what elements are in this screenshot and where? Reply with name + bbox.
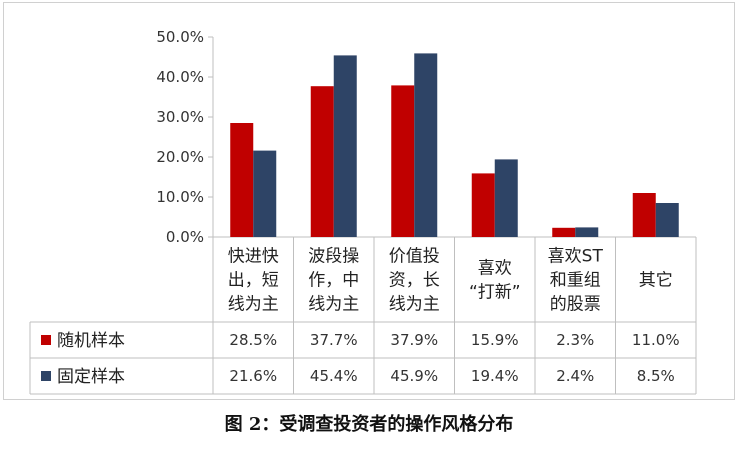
table-cell-value: 28.5% xyxy=(229,331,277,349)
table-cell-value: 21.6% xyxy=(229,367,277,385)
table-cell-value: 2.3% xyxy=(556,331,594,349)
category-label: 快进快 xyxy=(228,247,279,267)
bar xyxy=(391,85,415,238)
legend-swatch xyxy=(41,335,51,345)
bar xyxy=(575,227,599,237)
table-cell-value: 19.4% xyxy=(471,367,519,385)
bar xyxy=(253,150,277,237)
table-cell-value: 45.9% xyxy=(390,367,438,385)
category-label: 线为主 xyxy=(308,295,359,315)
bar xyxy=(632,193,656,237)
bar xyxy=(655,203,679,237)
y-tick-label: 40.0% xyxy=(156,68,204,86)
bar xyxy=(552,227,576,237)
table-cell-value: 37.7% xyxy=(310,331,358,349)
table-cell-value: 37.9% xyxy=(390,331,438,349)
category-label: 出，短 xyxy=(228,271,279,291)
table-cell-value: 11.0% xyxy=(632,331,680,349)
bar xyxy=(414,53,438,238)
category-label: 和重组 xyxy=(550,271,601,291)
legend-swatch xyxy=(41,371,51,381)
y-tick-label: 30.0% xyxy=(156,108,204,126)
y-tick-label: 20.0% xyxy=(156,148,204,166)
table-cell-value: 8.5% xyxy=(637,367,675,385)
category-label: 资，长 xyxy=(389,271,440,291)
y-tick-label: 10.0% xyxy=(156,188,204,206)
legend-label: 随机样本 xyxy=(57,331,125,351)
category-label: “打新” xyxy=(469,283,521,303)
bar xyxy=(310,86,334,237)
bar xyxy=(494,159,518,237)
y-tick-label: 50.0% xyxy=(156,28,204,46)
category-label: 喜欢 xyxy=(478,259,512,279)
category-label: 其它 xyxy=(639,271,673,291)
bar xyxy=(333,55,357,238)
legend-label: 固定样本 xyxy=(57,367,125,387)
category-label: 线为主 xyxy=(228,295,279,315)
bar xyxy=(471,173,495,237)
table-cell-value: 45.4% xyxy=(310,367,358,385)
figure-caption: 图 2：受调查投资者的操作风格分布 xyxy=(224,414,514,435)
category-label: 价值投 xyxy=(389,247,440,267)
category-label: 喜欢ST xyxy=(548,247,604,267)
category-label: 的股票 xyxy=(550,295,601,315)
bars-layer xyxy=(230,53,679,238)
bar xyxy=(230,123,254,237)
y-tick-label: 0.0% xyxy=(166,228,204,246)
table-cell-value: 15.9% xyxy=(471,331,519,349)
category-label: 线为主 xyxy=(389,295,440,315)
category-label: 作，中 xyxy=(308,271,359,291)
chart-frame xyxy=(3,2,735,400)
table-cell-value: 2.4% xyxy=(556,367,594,385)
category-label: 波段操 xyxy=(308,247,359,267)
